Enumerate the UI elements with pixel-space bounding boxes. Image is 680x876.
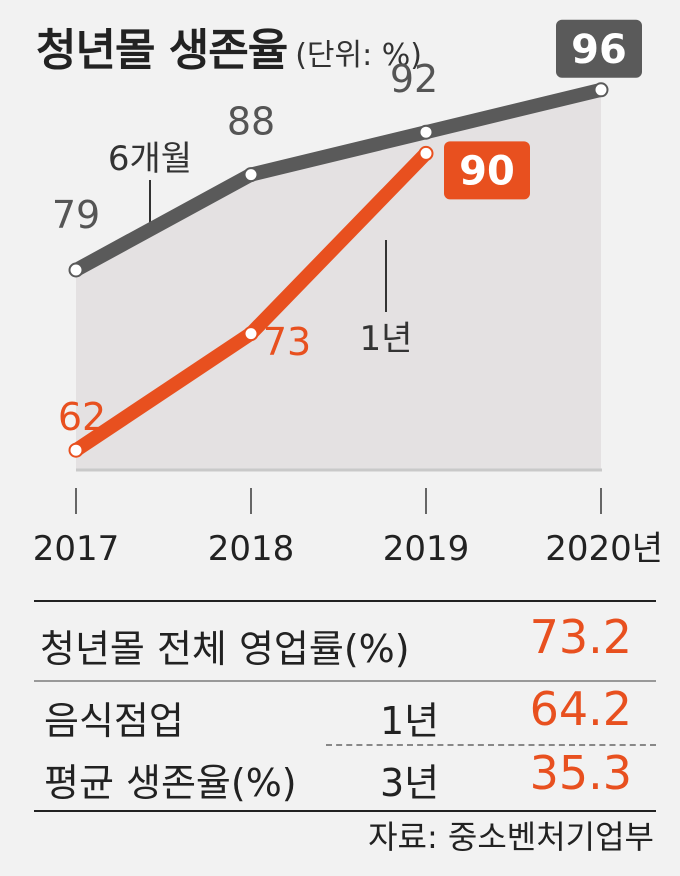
chart-title-block: 청년몰 생존율 (단위: %) (36, 14, 422, 78)
last-value-box-gray (556, 19, 642, 78)
year3-label: 3년 (380, 761, 440, 805)
data-label: 88 (227, 100, 275, 144)
data-label: 92 (390, 57, 438, 101)
series-label-1year: 1년 (360, 319, 413, 359)
x-tick-label: 2018 (208, 529, 295, 569)
unit-label: (단위: %) (295, 38, 422, 73)
series-label-6month: 6개월 (108, 139, 192, 179)
year1-value: 64.2 (529, 682, 632, 736)
data-point (418, 124, 434, 140)
overall-rate-value: 73.2 (529, 610, 632, 664)
data-label: 62 (58, 395, 106, 439)
data-point (593, 82, 609, 98)
x-tick-label: 2020년 (545, 529, 663, 569)
data-label: 90 (459, 148, 515, 194)
year1-label: 1년 (380, 699, 440, 743)
last-value-box-orange (444, 141, 530, 200)
data-point (68, 442, 84, 458)
data-label: 96 (571, 27, 627, 73)
dashed-divider (326, 744, 656, 746)
divider-top (34, 600, 656, 602)
divider-middle (34, 680, 656, 682)
overall-rate-label: 청년몰 전체 영업률(%) (40, 627, 410, 671)
divider-bottom (34, 810, 656, 812)
line-chart: 2017 2018 2019 2020년 79 88 92 96 62 73 90 6개월 1년 (33, 19, 663, 569)
chart-title: 청년몰 생존율 (36, 25, 288, 76)
year3-value: 35.3 (529, 746, 632, 800)
data-point (418, 145, 434, 161)
x-tick-label: 2019 (383, 529, 470, 569)
x-tick-label: 2017 (33, 529, 120, 569)
food-label-line2: 평균 생존율(%) (44, 761, 297, 805)
data-point (243, 167, 259, 183)
food-label-line1: 음식점업 (44, 699, 184, 743)
series-line-6month (69, 82, 608, 277)
data-label: 73 (263, 320, 311, 364)
source-note: 자료: 중소벤처기업부 (368, 818, 654, 856)
data-point (68, 262, 84, 278)
data-point (243, 326, 259, 342)
data-label: 79 (52, 193, 100, 237)
